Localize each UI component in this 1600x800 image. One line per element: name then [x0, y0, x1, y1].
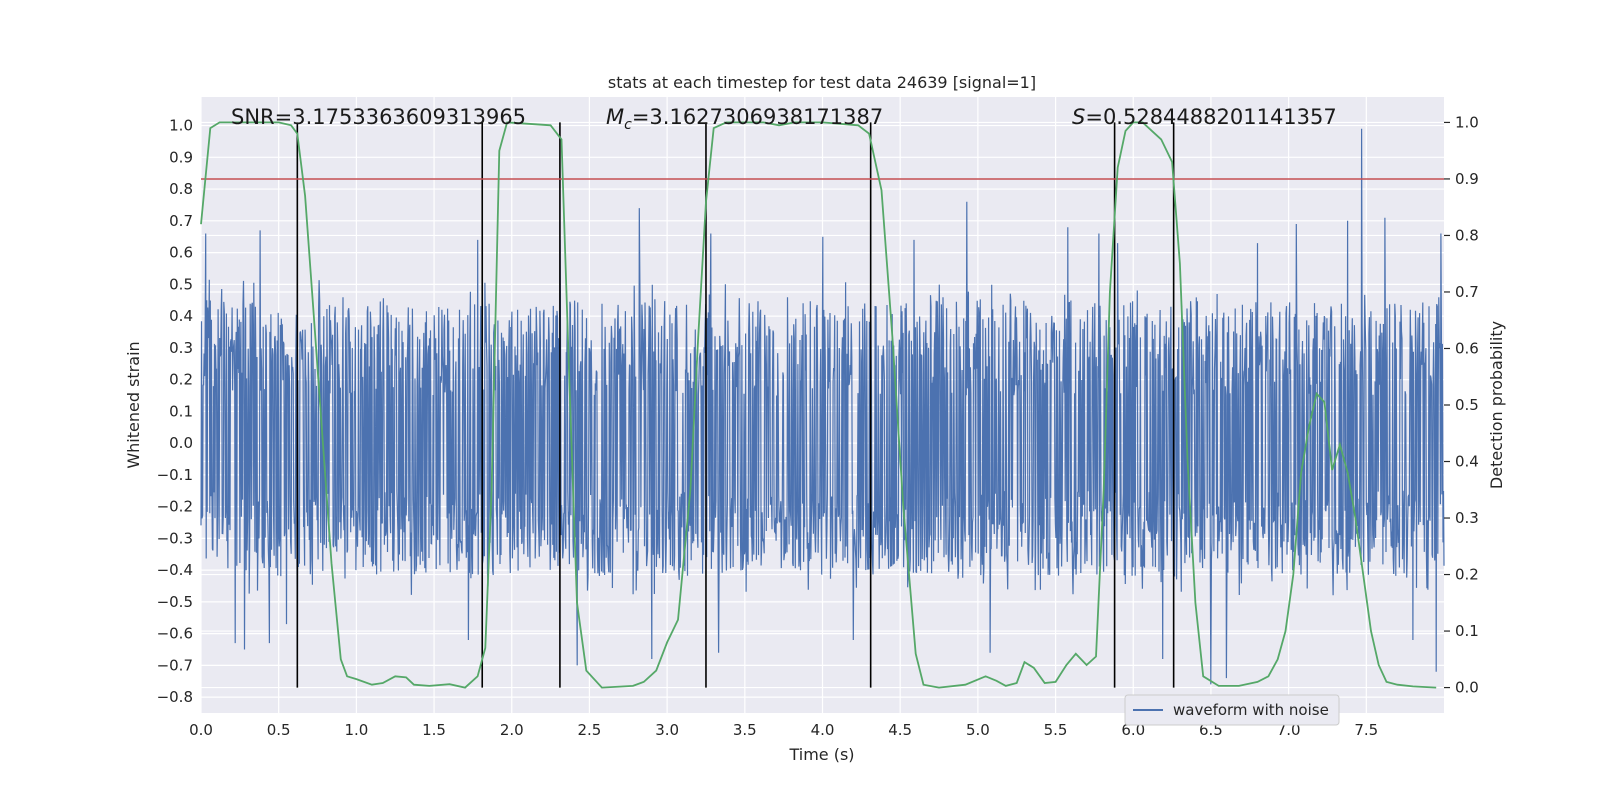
x-tick-label: 2.0	[500, 721, 524, 739]
s-symbol: S	[1072, 105, 1085, 129]
y2-tick-label: 0.8	[1455, 226, 1479, 244]
x-tick-label: 1.5	[422, 721, 446, 739]
x-tick-label: 2.5	[578, 721, 602, 739]
chirp-mass-value: =3.1627306938171387	[632, 105, 883, 129]
x-tick-label: 3.0	[655, 721, 679, 739]
legend-label: waveform with noise	[1173, 701, 1329, 719]
x-tick-label: 0.5	[267, 721, 291, 739]
x-tick-label: 1.0	[344, 721, 368, 739]
y-tick-label: 0.5	[169, 275, 193, 293]
y-tick-label: 0.6	[169, 244, 193, 262]
x-tick-label: 5.5	[1044, 721, 1068, 739]
s-annotation: S=0.5284488201141357	[1072, 105, 1337, 129]
y2-tick-label: 0.4	[1455, 453, 1479, 471]
y2-tick-label: 0.1	[1455, 622, 1479, 640]
event-boundaries	[296, 122, 1175, 688]
y2-tick-label: 0.0	[1455, 679, 1479, 697]
y2-tick-label: 0.6	[1455, 339, 1479, 357]
x-tick-label: 0.0	[189, 721, 213, 739]
snr-annotation: SNR=3.1753363609313965	[231, 105, 526, 129]
y-tick-label: −0.7	[157, 656, 193, 674]
legend-box	[1124, 694, 1340, 726]
legend: waveform with noise	[1124, 694, 1340, 726]
y-tick-label: 0.7	[169, 212, 193, 230]
y2-tick-label: 0.7	[1455, 283, 1479, 301]
y-tick-label: −0.8	[157, 688, 193, 706]
y2-axis-label: Detection probability	[1487, 321, 1506, 489]
y-tick-label: −0.1	[157, 466, 193, 484]
y2-tick-label: 0.2	[1455, 566, 1479, 584]
y2-tick-label: 1.0	[1455, 113, 1479, 131]
y-tick-label: −0.5	[157, 593, 193, 611]
probability-line	[200, 121, 1437, 689]
y-tick-label: 0.4	[169, 307, 193, 325]
y-tick-label: 1.0	[169, 117, 193, 135]
y2-axis-ticks: 1.0 0.9 0.8 0.7 0.6 0.5 0.4 0.3 0.2 0.1 0.0	[1444, 113, 1479, 697]
y-axis-label: Whitened strain	[124, 341, 143, 468]
y-tick-label: 0.1	[169, 402, 193, 420]
y-tick-label: 0.3	[169, 339, 193, 357]
x-tick-label: 7.5	[1354, 721, 1378, 739]
waveform-line	[200, 128, 1445, 685]
y2-tick-label: 0.3	[1455, 509, 1479, 527]
y2-tick-label: 0.5	[1455, 396, 1479, 414]
y2-tick-label: 0.9	[1455, 170, 1479, 188]
chirp-mass-annotation: Mc=3.1627306938171387	[606, 105, 883, 133]
y-tick-label: −0.3	[157, 529, 193, 547]
chart-title: stats at each timestep for test data 246…	[608, 73, 1036, 92]
x-tick-label: 4.5	[888, 721, 912, 739]
y-axis-ticks: 1.0 0.9 0.8 0.7 0.6 0.5 0.4 0.3 0.2 0.1 0.0 −0.1 −0.…	[157, 117, 193, 707]
x-tick-label: 5.0	[966, 721, 990, 739]
y-tick-label: 0.2	[169, 371, 193, 389]
chirp-mass-symbol: M	[606, 105, 624, 129]
x-tick-label: 4.0	[811, 721, 835, 739]
x-axis-label: Time (s)	[788, 745, 854, 764]
y-tick-label: −0.4	[157, 561, 193, 579]
s-value: =0.5284488201141357	[1085, 105, 1336, 129]
y-tick-label: −0.2	[157, 498, 193, 516]
x-axis-ticks: 0.0 0.5 1.0 1.5 2.0 2.5 3.0 3.5 4.0 4.5 5.0 5.5 6.0 6…	[189, 721, 1378, 739]
y-tick-label: 0.9	[169, 148, 193, 166]
waveform-series	[200, 128, 1445, 685]
y-tick-label: 0.0	[169, 434, 193, 452]
y-tick-label: 0.8	[169, 180, 193, 198]
x-tick-label: 3.5	[733, 721, 757, 739]
chirp-mass-subscript: c	[624, 117, 632, 133]
y-tick-label: −0.6	[157, 625, 193, 643]
probability-series	[200, 121, 1437, 689]
